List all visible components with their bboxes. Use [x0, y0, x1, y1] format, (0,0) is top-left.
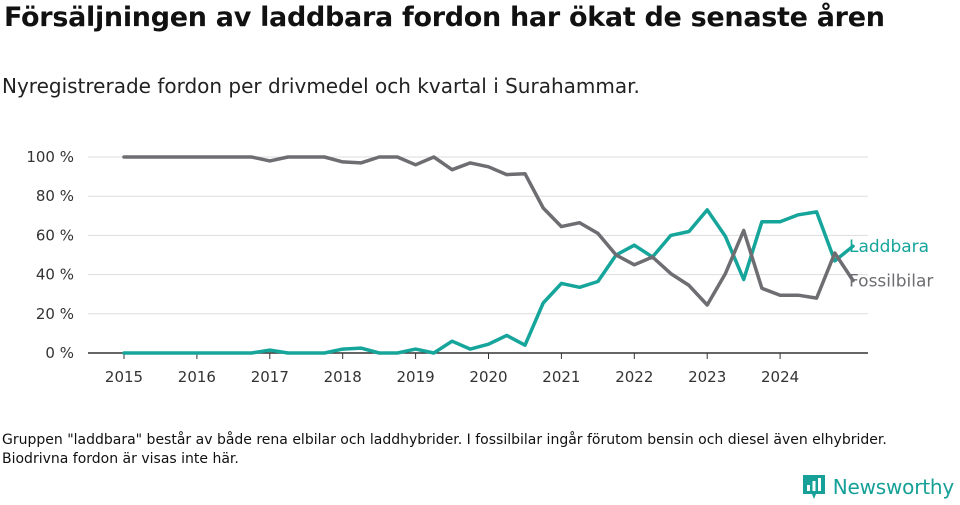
x-tick-label: 2021	[542, 368, 580, 386]
y-tick-label: 80 %	[36, 187, 74, 205]
x-tick-label: 2018	[324, 368, 362, 386]
brand-name: Newsworthy	[832, 475, 954, 499]
series-labels: Laddbara Fossilbilar	[849, 237, 933, 291]
chart-subtitle: Nyregistrerade fordon per drivmedel och …	[2, 74, 640, 98]
x-tick-label: 2017	[251, 368, 289, 386]
x-tick-label: 2015	[105, 368, 143, 386]
bar-chart-logo-icon	[802, 475, 825, 499]
chart-title: Försäljningen av laddbara fordon har öka…	[4, 2, 885, 33]
series-label-laddbara: Laddbara	[849, 237, 929, 257]
series-lines	[122, 155, 855, 355]
series-line-laddbara	[122, 208, 855, 355]
series-label-fossilbilar: Fossilbilar	[849, 271, 933, 291]
x-axis: 2015 2016 2017 2018 2019 2020 2021 2022 2023 2024	[88, 352, 868, 386]
x-tick-label: 2023	[688, 368, 726, 386]
newsworthy-logo[interactable]: Newsworthy	[801, 473, 954, 501]
x-tick-label: 2016	[178, 368, 216, 386]
y-tick-label: 100 %	[26, 148, 74, 166]
y-axis-tick-labels: 0 % 20 % 40 % 60 % 80 % 100 %	[26, 148, 74, 362]
series-line-fossilbilar	[122, 155, 855, 307]
footnote: Gruppen "laddbara" består av både rena e…	[2, 432, 887, 467]
gridlines	[88, 156, 868, 315]
y-tick-label: 20 %	[36, 305, 74, 323]
x-tick-label: 2020	[469, 368, 507, 386]
y-tick-label: 0 %	[45, 344, 74, 362]
line-chart: 0 %20 %40 %60 %80 %100 % 2015 2016 2017 201…	[26, 148, 933, 386]
y-tick-label: 60 %	[36, 226, 74, 244]
x-tick-label: 2024	[761, 368, 799, 386]
x-tick-label: 2022	[615, 368, 653, 386]
x-tick-label: 2019	[397, 368, 435, 386]
y-tick-label: 40 %	[36, 266, 74, 284]
